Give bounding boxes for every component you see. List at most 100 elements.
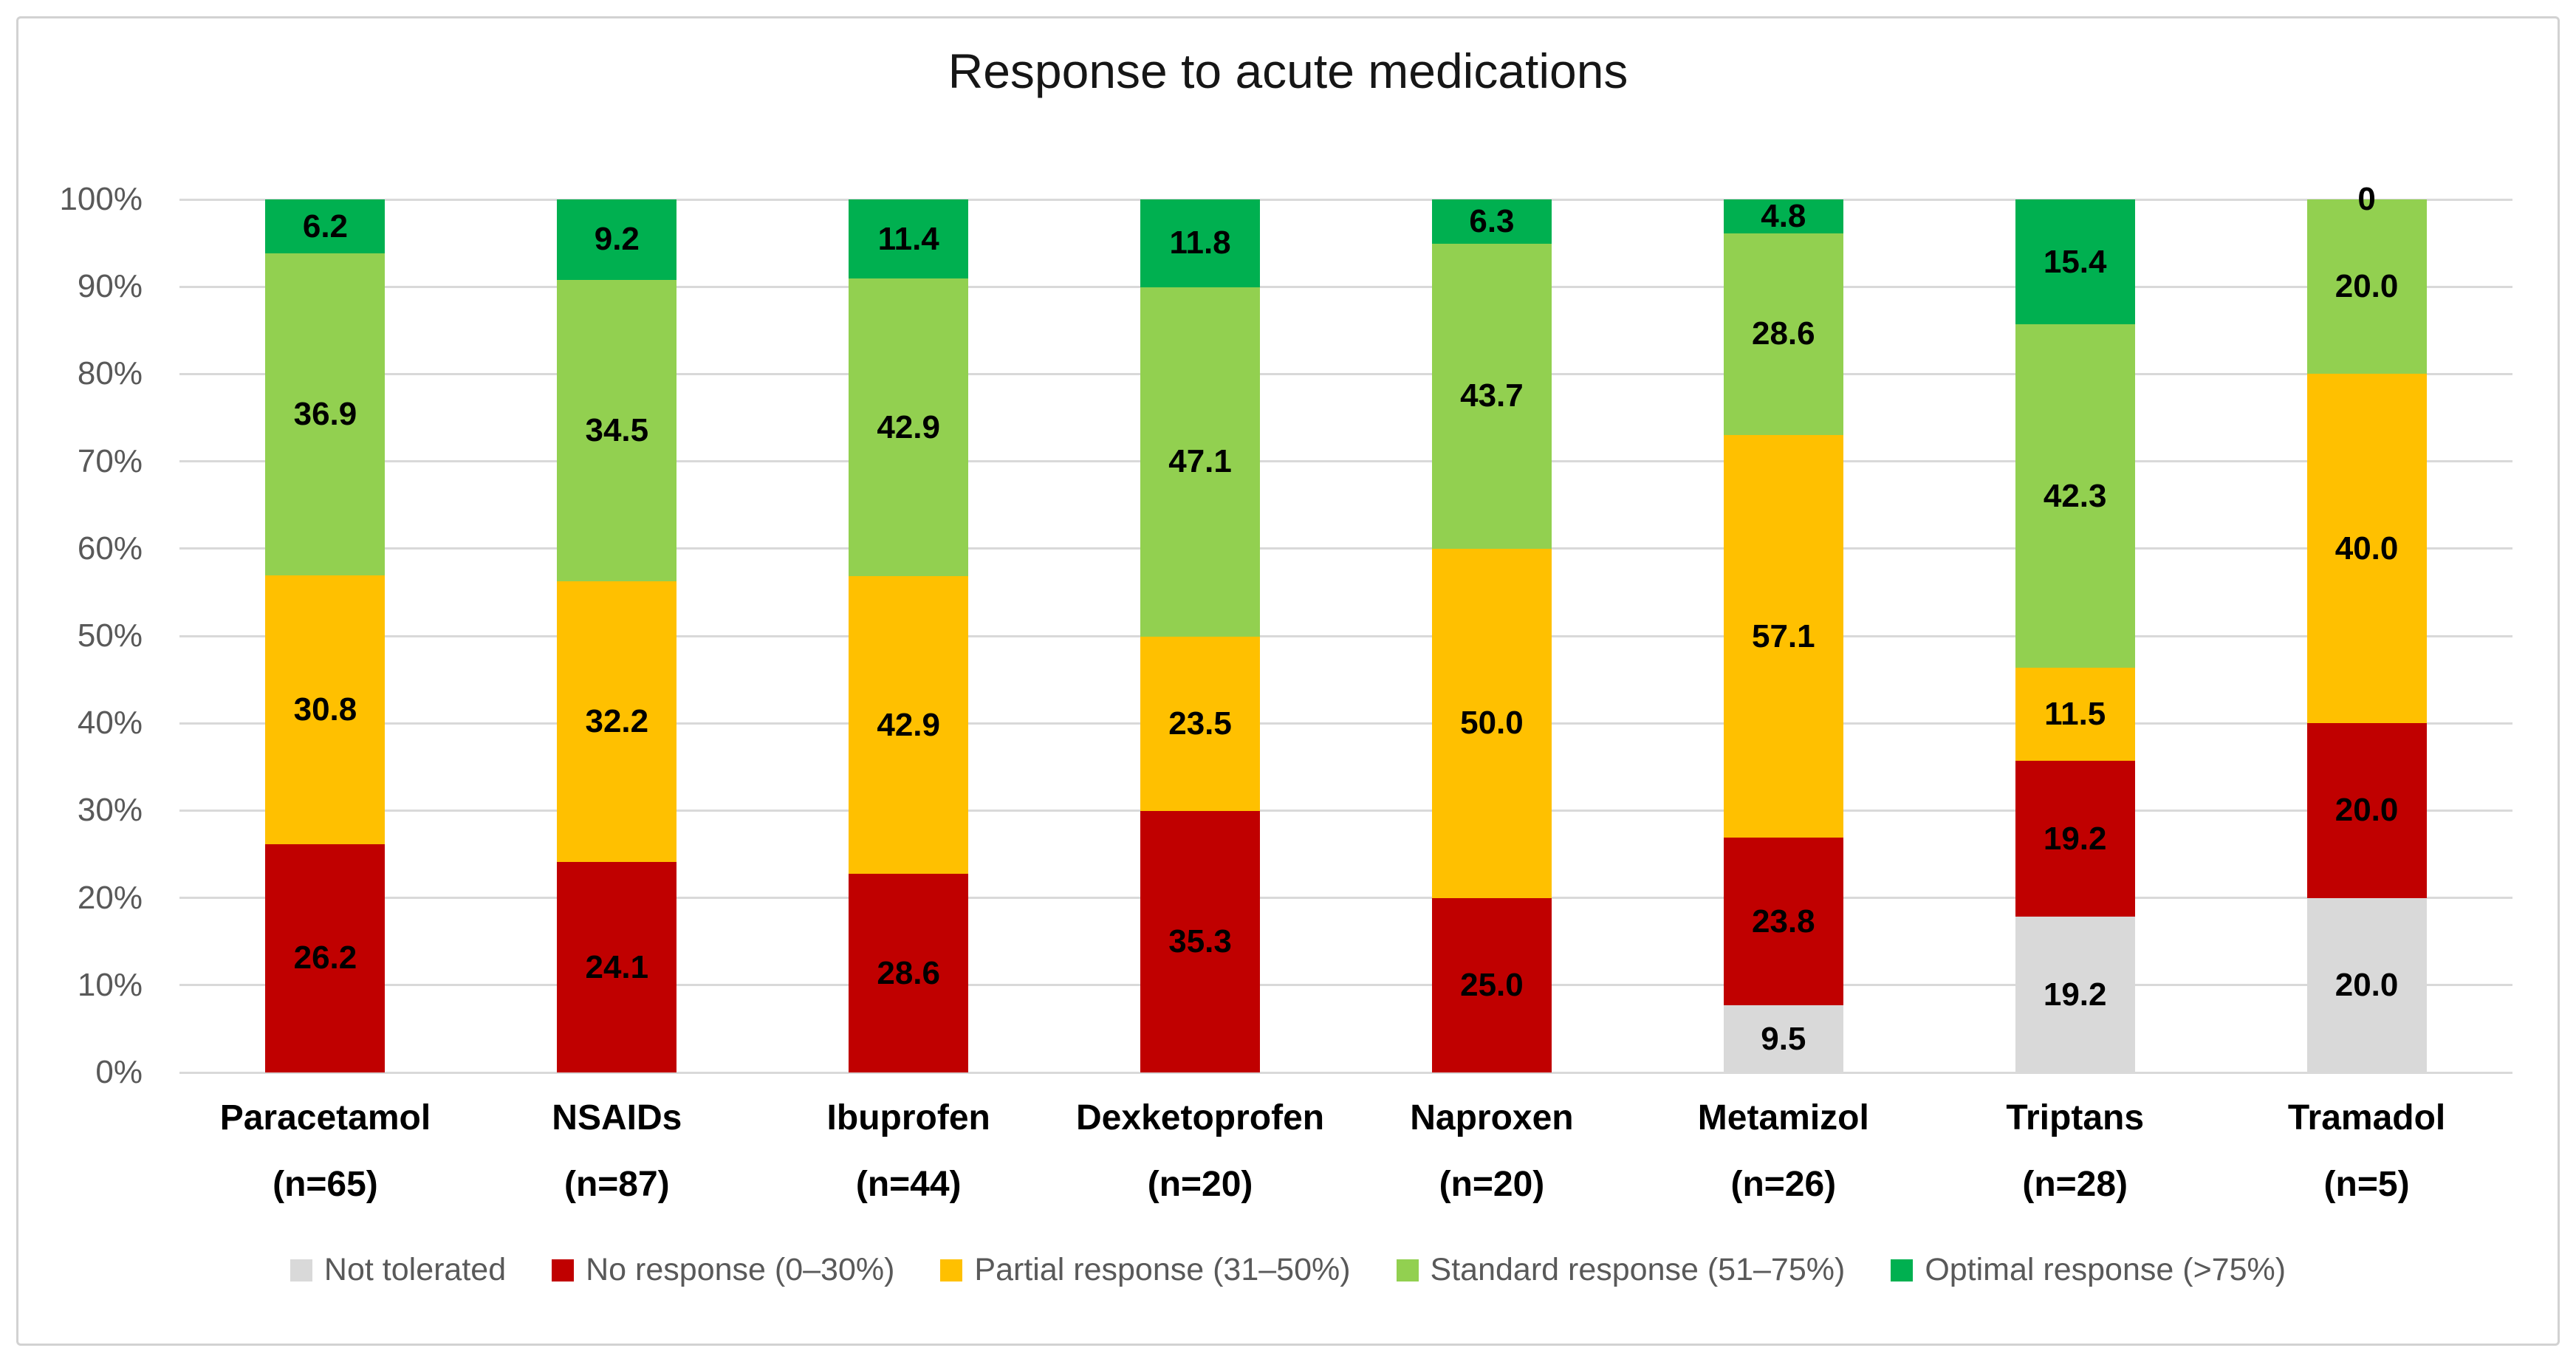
category-name: Ibuprofen: [826, 1098, 990, 1137]
data-label: 28.6: [877, 954, 940, 991]
category-sample-size: (n=26): [1730, 1165, 1837, 1204]
gridline-70: [179, 460, 2512, 463]
legend-label-standard: Standard response (51–75%): [1430, 1252, 1846, 1287]
data-label: 50.0: [1460, 705, 1524, 742]
bar-segment-partial: 50.0: [1431, 548, 1552, 898]
data-label: 19.2: [2043, 976, 2107, 1013]
y-axis-tick-label: 60%: [77, 530, 143, 567]
bar-segment-standard: 42.3: [2015, 324, 2135, 668]
bar-slot-tramadol: 20.0 20.0 40.0 20.0 0: [2221, 183, 2512, 1072]
bar-segment-no_response: 19.2: [2015, 761, 2135, 917]
bar-segment-standard: 36.9: [265, 253, 386, 575]
data-label: 20.0: [2334, 792, 2399, 829]
bar-segment-partial: 32.2: [557, 581, 677, 863]
gridline-20: [179, 897, 2512, 900]
bar-segment-standard: 34.5: [557, 279, 677, 581]
category-label-dexketoprofen: Dexketoprofen (n=20): [1055, 1101, 1346, 1202]
bar-slot-paracetamol: 26.2 30.8 36.9 6.2: [179, 199, 471, 1072]
bar-segment-no_response: 23.8: [1723, 838, 1843, 1006]
category-name: Dexketoprofen: [1076, 1098, 1325, 1137]
stacked-bar-paracetamol: 26.2 30.8 36.9 6.2: [265, 199, 386, 1072]
bar-segment-partial: 23.5: [1140, 636, 1260, 811]
category-sample-size: (n=65): [273, 1165, 378, 1204]
bar-segment-optimal: 11.8: [1140, 199, 1260, 287]
data-label: 57.1: [1751, 617, 1815, 654]
data-label: 43.7: [1460, 377, 1524, 414]
bars-row: 26.2 30.8 36.9 6.2 24.1 32.2 34.5 9.2 28.6 42.9 42…: [179, 183, 2512, 1072]
gridline-10: [179, 984, 2512, 987]
bar-slot-nsaids: 24.1 32.2 34.5 9.2: [471, 199, 763, 1072]
chart-title: Response to acute medications: [948, 44, 1628, 98]
data-label: 32.2: [585, 702, 649, 739]
bar-segment-partial: 57.1: [1723, 434, 1843, 838]
category-name: Paracetamol: [219, 1098, 431, 1137]
data-label: 4.8: [1761, 197, 1806, 234]
bar-segment-partial: 11.5: [2015, 667, 2135, 762]
data-label: 34.5: [585, 411, 649, 448]
y-axis-tick-label: 0%: [95, 1054, 143, 1090]
data-label: 35.3: [1168, 923, 1232, 959]
bar-slot-ibuprofen: 28.6 42.9 42.9 11.4: [763, 199, 1055, 1072]
legend-item-not_tolerated: Not tolerated: [290, 1254, 506, 1286]
bar-segment-no_response: 35.3: [1140, 810, 1260, 1072]
data-label: 9.5: [1761, 1020, 1806, 1057]
y-axis-tick-label: 10%: [77, 966, 143, 1003]
gridline-30: [179, 809, 2512, 812]
stacked-bar-triptans: 19.2 19.2 11.5 42.3 15.4: [2015, 199, 2135, 1072]
bar-segment-no_response: 28.6: [849, 874, 969, 1072]
bar-segment-standard: 43.7: [1431, 243, 1552, 549]
bar-segment-partial: 40.0: [2306, 374, 2427, 724]
legend-item-optimal: Optimal response (>75%): [1891, 1254, 2286, 1286]
data-label: 24.1: [585, 948, 649, 985]
legend-label-no_response: No response (0–30%): [586, 1252, 895, 1287]
bar-segment-standard: 20.0: [2306, 199, 2427, 374]
y-axis-tick-label: 50%: [77, 617, 143, 654]
y-axis-tick-label: 100%: [59, 181, 143, 217]
bar-slot-dexketoprofen: 35.3 23.5 47.1 11.8: [1055, 199, 1346, 1072]
data-label: 11.5: [2044, 696, 2106, 733]
bar-segment-not_tolerated: 19.2: [2015, 917, 2135, 1072]
plot-region: 26.2 30.8 36.9 6.2 24.1 32.2 34.5 9.2 28.6 42.9 42…: [59, 183, 2512, 1202]
stacked-bar-dexketoprofen: 35.3 23.5 47.1 11.8: [1140, 199, 1260, 1072]
bar-segment-not_tolerated: 20.0: [2306, 897, 2427, 1072]
data-label: 20.0: [2334, 966, 2399, 1003]
category-sample-size: (n=28): [2022, 1165, 2128, 1204]
y-axis-tick-label: 70%: [77, 442, 143, 479]
category-label-paracetamol: Paracetamol (n=65): [179, 1101, 471, 1202]
stacked-bar-nsaids: 24.1 32.2 34.5 9.2: [557, 199, 677, 1072]
legend-swatch-standard: [1396, 1259, 1419, 1281]
data-label: 11.8: [1169, 225, 1231, 261]
bar-segment-standard: 28.6: [1723, 233, 1843, 435]
y-axis-tick-label: 90%: [77, 268, 143, 305]
category-name: Naproxen: [1410, 1098, 1574, 1137]
bar-segment-optimal: 6.2: [265, 199, 386, 254]
data-label: 23.8: [1751, 903, 1815, 940]
stacked-bar-naproxen: 25.0 50.0 43.7 6.3: [1431, 199, 1552, 1072]
legend-swatch-not_tolerated: [290, 1259, 312, 1281]
bar-segment-no_response: 24.1: [557, 862, 677, 1072]
data-label: 19.2: [2043, 820, 2107, 857]
legend-item-partial: Partial response (31–50%): [940, 1254, 1351, 1286]
bar-segment-partial: 42.9: [849, 576, 969, 875]
gridline-100: [179, 198, 2512, 201]
data-label: 6.2: [302, 208, 349, 244]
category-sample-size: (n=87): [564, 1165, 670, 1204]
bar-slot-metamizol: 9.5 23.8 57.1 28.6 4.8: [1637, 199, 1929, 1072]
gridline-80: [179, 372, 2512, 375]
gridline-40: [179, 722, 2512, 725]
gridline-0: [179, 1071, 2512, 1074]
gridline-50: [179, 634, 2512, 637]
category-label-triptans: Triptans (n=28): [1929, 1101, 2221, 1202]
category-sample-size: (n=5): [2323, 1165, 2410, 1204]
bar-segment-not_tolerated: 9.5: [1723, 1005, 1843, 1072]
legend-label-optimal: Optimal response (>75%): [1925, 1252, 2286, 1287]
data-label: 15.4: [2043, 243, 2107, 280]
legend-swatch-no_response: [552, 1259, 575, 1281]
data-label: 26.2: [293, 940, 357, 976]
bar-segment-standard: 42.9: [849, 278, 969, 577]
data-label: 40.0: [2334, 530, 2399, 567]
data-label: 42.9: [877, 408, 940, 445]
category-label-ibuprofen: Ibuprofen (n=44): [763, 1101, 1055, 1202]
category-name: Metamizol: [1697, 1098, 1869, 1137]
data-label: 11.4: [877, 220, 939, 257]
